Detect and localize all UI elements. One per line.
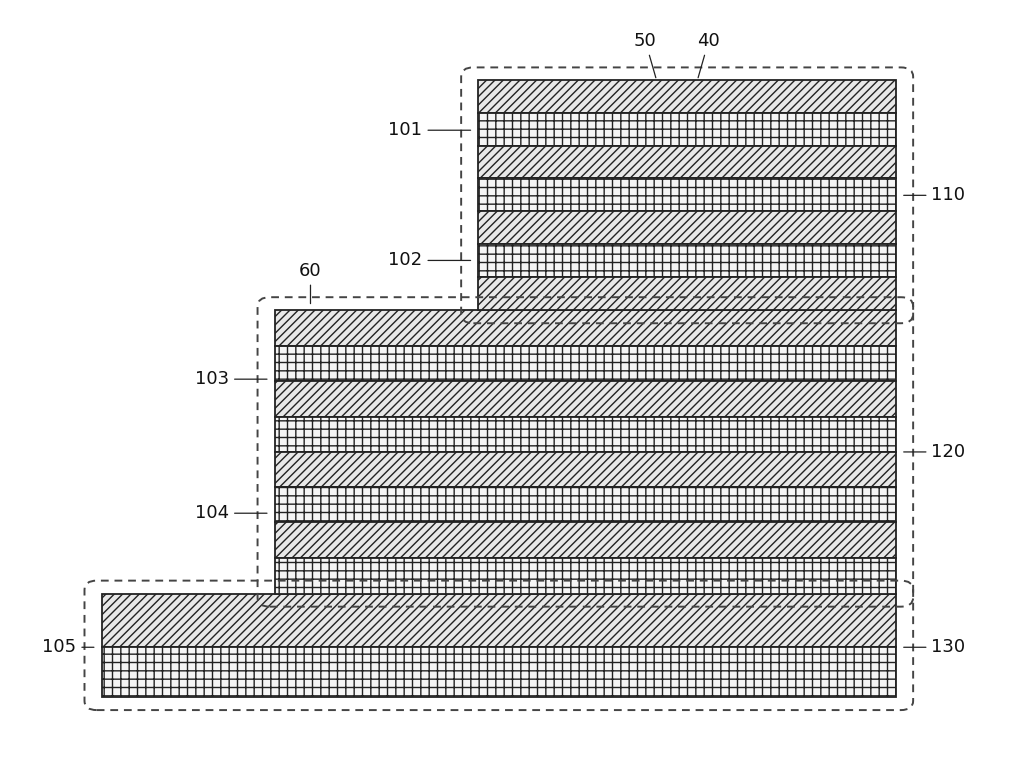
Bar <box>275 381 896 417</box>
Text: 102: 102 <box>388 251 470 270</box>
Bar <box>478 277 896 310</box>
Bar <box>275 417 896 452</box>
Text: 50: 50 <box>634 32 657 78</box>
Bar <box>275 310 896 346</box>
Bar <box>478 211 896 244</box>
Bar <box>275 487 896 522</box>
Text: 110: 110 <box>904 186 965 205</box>
Bar <box>275 522 896 558</box>
Text: 105: 105 <box>42 638 94 656</box>
Text: 101: 101 <box>389 121 470 139</box>
Bar <box>102 647 896 697</box>
Bar <box>478 178 896 211</box>
Bar <box>478 244 896 277</box>
Text: 120: 120 <box>904 443 966 461</box>
Bar <box>478 80 896 113</box>
Bar <box>275 558 896 594</box>
Text: 103: 103 <box>194 370 267 388</box>
Text: 104: 104 <box>194 504 267 522</box>
Bar <box>275 346 896 381</box>
Bar <box>275 452 896 487</box>
Text: 130: 130 <box>904 638 966 656</box>
Bar <box>102 594 896 647</box>
Text: 40: 40 <box>697 32 720 78</box>
Bar <box>478 113 896 146</box>
Text: 60: 60 <box>299 262 322 303</box>
Bar <box>478 146 896 178</box>
